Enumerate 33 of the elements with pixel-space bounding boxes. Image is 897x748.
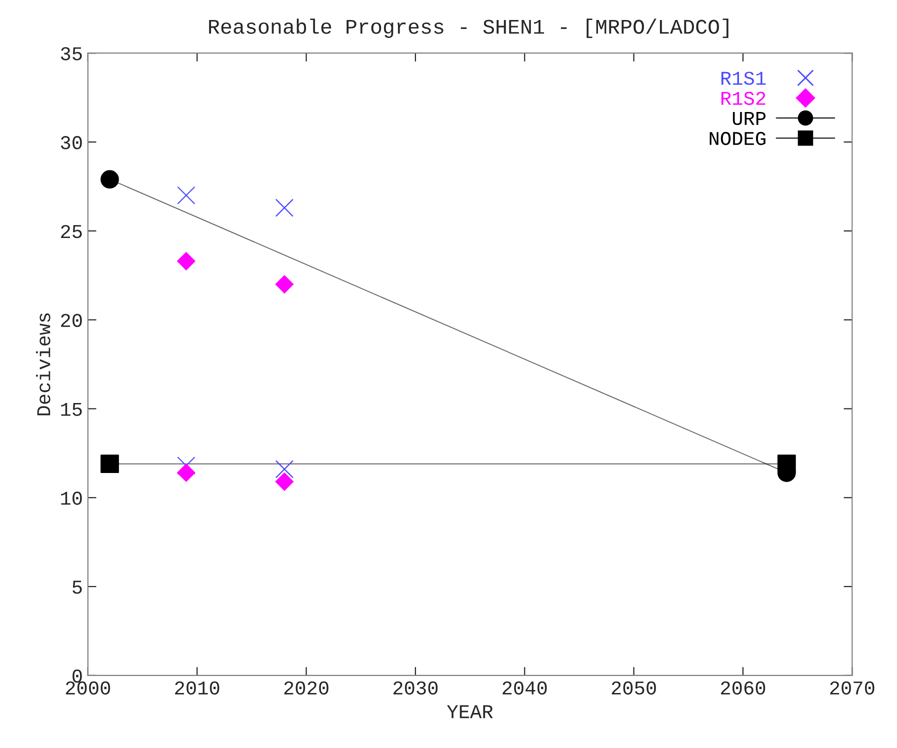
point (177, 186, 196, 204)
legend-label: R1S1 (721, 72, 766, 85)
x-tick-label: 2060 (721, 681, 766, 695)
y-tick-label: 0 (72, 669, 82, 683)
x-tick-label: 2000 (66, 681, 110, 695)
x-tick-label: 2070 (830, 681, 874, 695)
x-tick-label: 2050 (612, 681, 656, 695)
chart-title: Reasonable Progress - SHEN1 - [MRPO/LADCO] (209, 18, 728, 38)
y-tick-label: 15 (61, 402, 82, 416)
y-tick-label: 35 (60, 47, 82, 60)
legend-label: URP (732, 112, 766, 126)
point (275, 274, 294, 294)
point (275, 460, 294, 478)
x-tick-label: 2010 (175, 681, 220, 695)
point (176, 463, 196, 482)
x-axis-title: YEAR (447, 705, 493, 718)
point (100, 170, 119, 189)
x-tick-label: 2040 (502, 681, 547, 695)
point (176, 252, 196, 270)
point (777, 454, 796, 474)
legend-label: NODEG (710, 132, 766, 146)
x-tick-label: 2030 (393, 681, 438, 695)
y-tick-label: 5 (72, 580, 82, 594)
x-tick-label: 2020 (284, 681, 328, 695)
y-tick-label: 10 (61, 492, 82, 505)
y-axis-title: Deciviews (36, 313, 50, 416)
legend-label: R1S2 (721, 92, 766, 105)
point (275, 472, 294, 491)
point (100, 454, 119, 474)
y-tick-label: 20 (61, 314, 82, 328)
point (275, 198, 294, 217)
y-tick-label: 25 (61, 224, 82, 238)
y-tick-label: 30 (60, 136, 82, 150)
